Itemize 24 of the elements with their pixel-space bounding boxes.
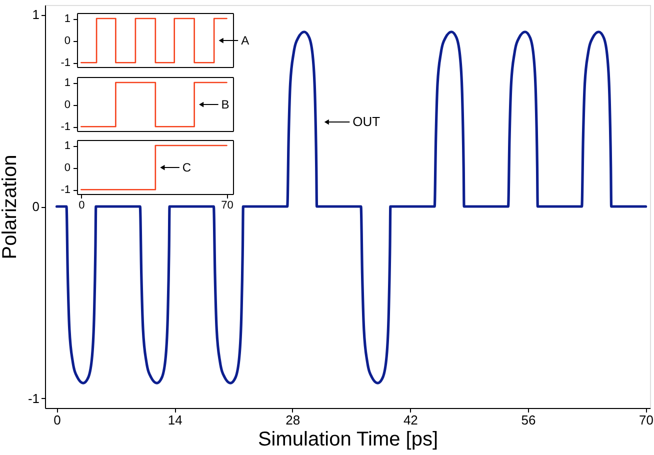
x-tick-label: 70 — [639, 412, 654, 428]
y-tick-label: 1 — [64, 77, 70, 90]
x-tick-label: 28 — [286, 412, 300, 428]
annotation: B — [221, 98, 230, 112]
y-tick-label: -1 — [60, 184, 70, 196]
annotation: C — [182, 160, 192, 175]
y-tick-label: 1 — [64, 140, 70, 152]
y-tick-label: 1 — [32, 7, 40, 22]
x-tick-label: 70 — [221, 200, 234, 212]
y-axis-title: Polarization — [0, 154, 21, 260]
y-tick-label: 0 — [64, 35, 70, 48]
y-tick-label: -1 — [60, 121, 70, 134]
x-tick-label: 56 — [521, 412, 536, 428]
x-axis-title: Simulation Time [ps] — [258, 428, 438, 450]
x-tick-label: 42 — [403, 412, 418, 428]
y-tick-label: -1 — [60, 57, 70, 70]
y-tick-label: 0 — [64, 99, 70, 112]
line-series — [55, 30, 648, 384]
annotation: OUT — [352, 114, 380, 130]
annotation: A — [241, 34, 250, 48]
x-tick-label: 14 — [168, 412, 182, 428]
y-tick-label: 0 — [64, 162, 70, 174]
y-tick-label: 1 — [64, 13, 70, 26]
y-tick-label: -1 — [28, 390, 40, 406]
